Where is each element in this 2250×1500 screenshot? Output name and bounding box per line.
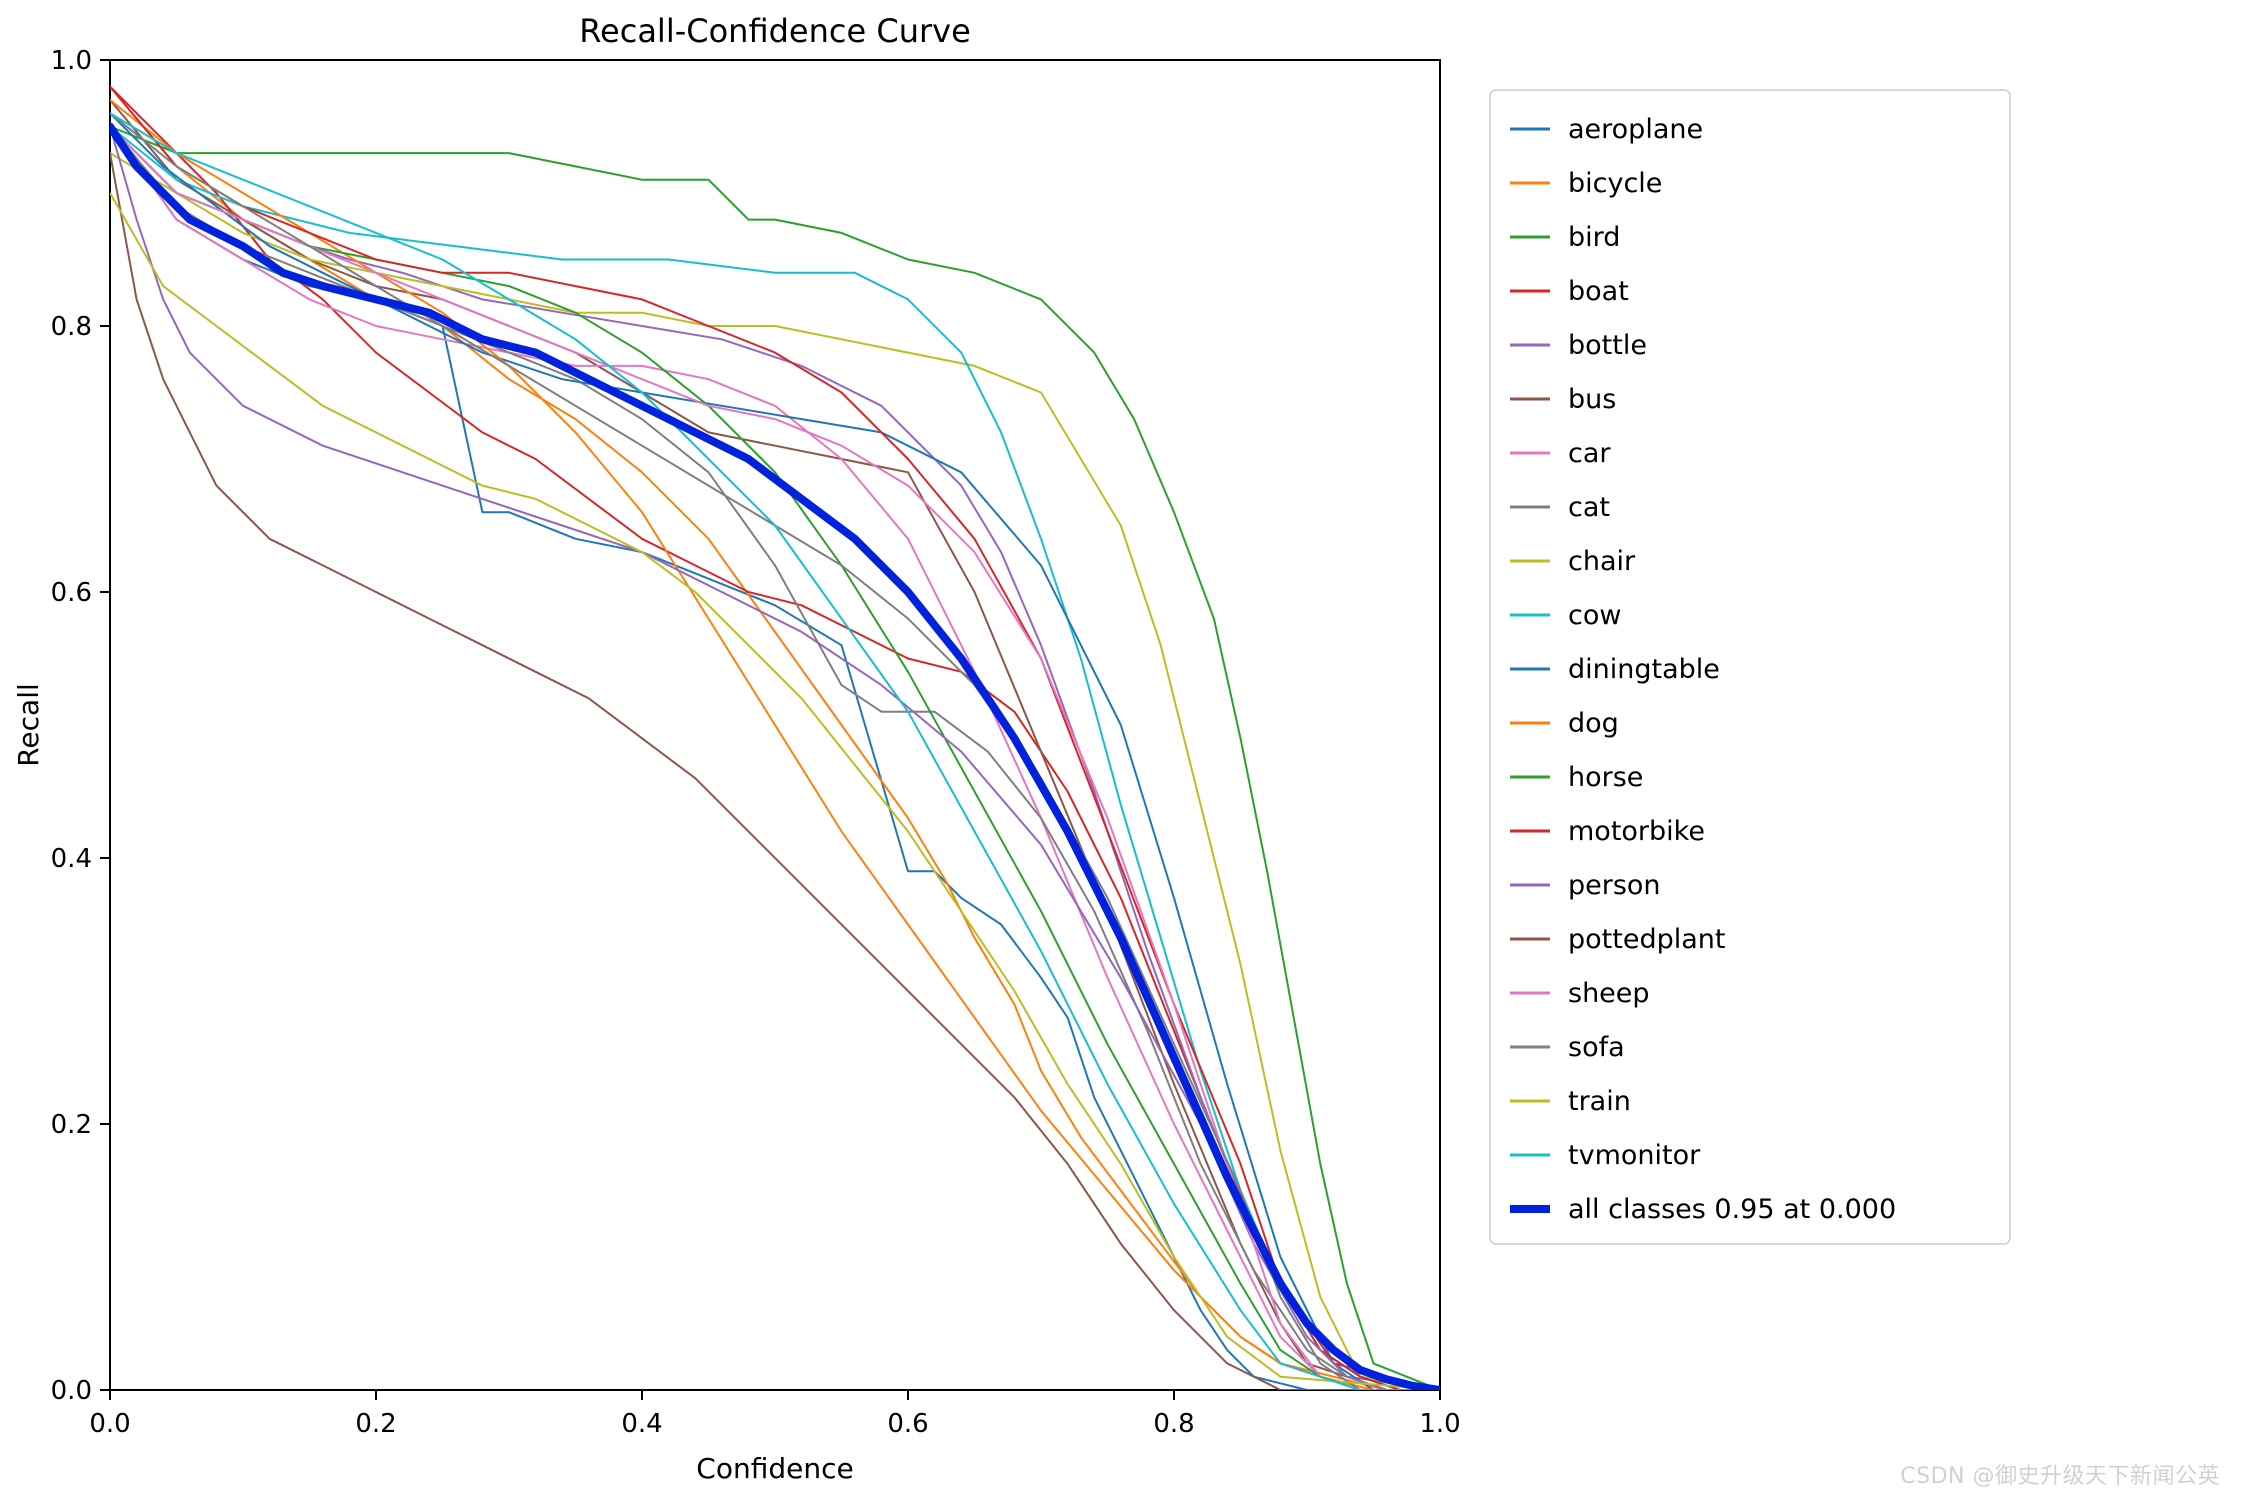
- legend-label: all classes 0.95 at 0.000: [1568, 1194, 1896, 1225]
- ytick-label: 0.0: [51, 1376, 92, 1406]
- legend-label: bus: [1568, 384, 1616, 415]
- xtick-label: 0.6: [887, 1409, 928, 1439]
- xtick-label: 1.0: [1419, 1409, 1460, 1439]
- ylabel: Recall: [12, 683, 45, 767]
- ytick-label: 0.6: [51, 578, 92, 608]
- watermark-text: CSDN @御史升级天下新闻公英: [1900, 1458, 2220, 1490]
- legend-label: person: [1568, 870, 1661, 901]
- legend-label: dog: [1568, 708, 1619, 739]
- recall-confidence-chart: 0.0 0.2 0.4 0.6 0.8 1.0 0.0 0.2 0.4 0.6 0.8 1.0 Conf…: [0, 0, 2250, 1500]
- chart-title: Recall-Confidence Curve: [579, 12, 971, 50]
- legend-label: car: [1568, 438, 1611, 469]
- legend-label: cow: [1568, 600, 1621, 631]
- ytick-label: 0.2: [51, 1110, 92, 1140]
- legend-label: chair: [1568, 546, 1636, 577]
- legend-label: sofa: [1568, 1032, 1625, 1063]
- legend-label: motorbike: [1568, 816, 1705, 847]
- legend-label: bottle: [1568, 330, 1647, 361]
- legend-label: pottedplant: [1568, 924, 1725, 955]
- legend-label: sheep: [1568, 978, 1650, 1009]
- ytick-label: 0.8: [51, 312, 92, 342]
- legend-label: horse: [1568, 762, 1643, 793]
- legend-label: boat: [1568, 276, 1629, 307]
- xlabel: Confidence: [696, 1452, 853, 1485]
- xtick-label: 0.4: [621, 1409, 662, 1439]
- legend-label: cat: [1568, 492, 1610, 523]
- legend-label: bicycle: [1568, 168, 1662, 199]
- legend-label: aeroplane: [1568, 114, 1703, 145]
- ytick-label: 1.0: [51, 46, 92, 76]
- legend-label: train: [1568, 1086, 1631, 1117]
- legend-label: bird: [1568, 222, 1620, 253]
- legend-label: tvmonitor: [1568, 1140, 1701, 1171]
- xtick-label: 0.0: [89, 1409, 130, 1439]
- xtick-label: 0.8: [1153, 1409, 1194, 1439]
- xtick-label: 0.2: [355, 1409, 396, 1439]
- ytick-label: 0.4: [51, 844, 92, 874]
- legend-label: diningtable: [1568, 654, 1720, 685]
